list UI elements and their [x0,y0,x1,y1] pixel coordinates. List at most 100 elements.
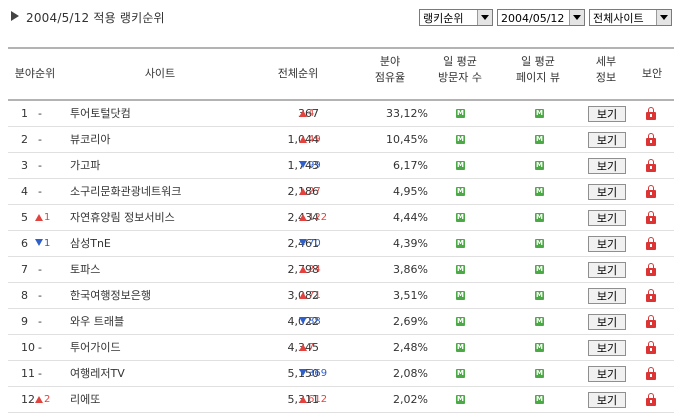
date-select[interactable]: 2004/05/12 [497,9,585,26]
pageviews-chart-icon[interactable]: M [535,135,544,144]
visitors-chart-icon[interactable]: M [456,187,465,196]
pageviews-chart-icon[interactable]: M [535,187,544,196]
pageviews-chart-icon[interactable]: M [535,343,544,352]
rank-change-none: - [38,367,42,380]
category-rank: 5 [21,211,28,224]
visitors-chart-icon[interactable]: M [456,213,465,222]
lock-icon[interactable] [646,367,656,380]
rank-up-icon [299,396,307,403]
total-rank-change-value: 70 [308,238,321,249]
lock-icon[interactable] [646,315,656,328]
visitors-chart-icon[interactable]: M [456,369,465,378]
category-rank: 3 [21,159,28,172]
site-name[interactable]: 투어토털닷컴 [70,107,131,120]
lock-icon[interactable] [646,185,656,198]
col-security: 보안 [641,67,663,80]
view-detail-button[interactable]: 보기 [588,340,626,356]
chevron-down-icon[interactable] [569,10,584,25]
pageviews-chart-icon[interactable]: M [535,317,544,326]
row-divider [8,230,674,231]
table-row: 9- 와우 트래블 4,022 88 2,69% M M 보기 [0,309,683,335]
site-name[interactable]: 소구리문화관광네트워크 [70,185,182,198]
view-detail-button[interactable]: 보기 [588,366,626,382]
category-share: 10,45% [386,133,428,146]
total-rank-change: 612 [299,387,327,413]
pageviews-chart-icon[interactable]: M [535,265,544,274]
lock-icon[interactable] [646,159,656,172]
view-detail-button[interactable]: 보기 [588,158,626,174]
rank-down-icon [299,369,307,376]
row-divider [8,152,674,153]
site-name[interactable]: 한국여행정보은행 [70,289,151,302]
pageviews-chart-icon[interactable]: M [535,291,544,300]
chevron-down-icon[interactable] [477,10,492,25]
pageviews-chart-icon[interactable]: M [535,213,544,222]
lock-icon[interactable] [646,341,656,354]
visitors-chart-icon[interactable]: M [456,109,465,118]
total-rank-change: 4 [299,101,314,127]
site-name[interactable]: 뷰코리아 [70,133,111,146]
category-share: 4,95% [393,185,428,198]
visitors-chart-icon[interactable]: M [456,291,465,300]
col-share: 분야 점유율 [360,54,420,86]
row-divider [8,308,674,309]
lock-icon[interactable] [646,211,656,224]
pageviews-chart-icon[interactable]: M [535,395,544,404]
rank-down-icon [299,239,307,246]
view-detail-button[interactable]: 보기 [588,236,626,252]
table-row: 6 1 삼성TnE 2,461 70 4,39% M M 보기 [0,231,683,257]
visitors-chart-icon[interactable]: M [456,395,465,404]
pageviews-chart-icon[interactable]: M [535,161,544,170]
category-share: 6,17% [393,159,428,172]
lock-icon[interactable] [646,263,656,276]
total-rank-change: 7 [299,335,314,361]
lock-icon[interactable] [646,133,656,146]
visitors-chart-icon[interactable]: M [456,239,465,248]
pageviews-chart-icon[interactable]: M [535,109,544,118]
rank-change: 1 [35,205,50,231]
view-detail-button[interactable]: 보기 [588,106,626,122]
category-share: 2,02% [393,393,428,406]
col-daily-pageviews-line2: 페이지 뷰 [516,71,560,84]
visitors-chart-icon[interactable]: M [456,135,465,144]
rank-down-icon [35,239,43,246]
rank-down-icon [299,317,307,324]
site-name[interactable]: 토파스 [70,263,101,276]
site-name[interactable]: 자연휴양림 정보서비스 [70,211,175,224]
table-top-border [8,47,674,49]
category-rank: 11 [21,367,35,380]
site-name[interactable]: 와우 트래블 [70,315,125,328]
lock-icon[interactable] [646,107,656,120]
lock-icon[interactable] [646,289,656,302]
view-detail-button[interactable]: 보기 [588,314,626,330]
site-name[interactable]: 여행레저TV [70,367,125,380]
view-detail-button[interactable]: 보기 [588,262,626,278]
visitors-chart-icon[interactable]: M [456,343,465,352]
view-detail-button[interactable]: 보기 [588,288,626,304]
pageviews-chart-icon[interactable]: M [535,239,544,248]
view-detail-button[interactable]: 보기 [588,210,626,226]
visitors-chart-icon[interactable]: M [456,317,465,326]
visitors-chart-icon[interactable]: M [456,161,465,170]
lock-icon[interactable] [646,237,656,250]
site-category-select[interactable]: 전체사이트 [589,9,672,26]
view-detail-button[interactable]: 보기 [588,392,626,408]
site-name[interactable]: 리에또 [70,393,101,406]
site-name[interactable]: 가고파 [70,159,101,172]
col-daily-pageviews-line1: 일 평균 [521,55,555,68]
view-detail-button[interactable]: 보기 [588,132,626,148]
visitors-chart-icon[interactable]: M [456,265,465,274]
view-detail-button[interactable]: 보기 [588,184,626,200]
category-rank: 10 [21,341,35,354]
lock-icon[interactable] [646,393,656,406]
rank-change-value: 1 [44,238,51,249]
rank-type-select[interactable]: 랭키순위 [419,9,493,26]
table-row: 4- 소구리문화관광네트워크 2,186 27 4,95% M M 보기 [0,179,683,205]
row-divider [8,256,674,257]
pageviews-chart-icon[interactable]: M [535,369,544,378]
site-name[interactable]: 투어가이드 [70,341,121,354]
col-daily-visitors-line1: 일 평균 [443,55,477,68]
table-row: 11- 여행레저TV 5,150 369 2,08% M M 보기 [0,361,683,387]
site-name[interactable]: 삼성TnE [70,237,111,250]
chevron-down-icon[interactable] [656,10,671,25]
